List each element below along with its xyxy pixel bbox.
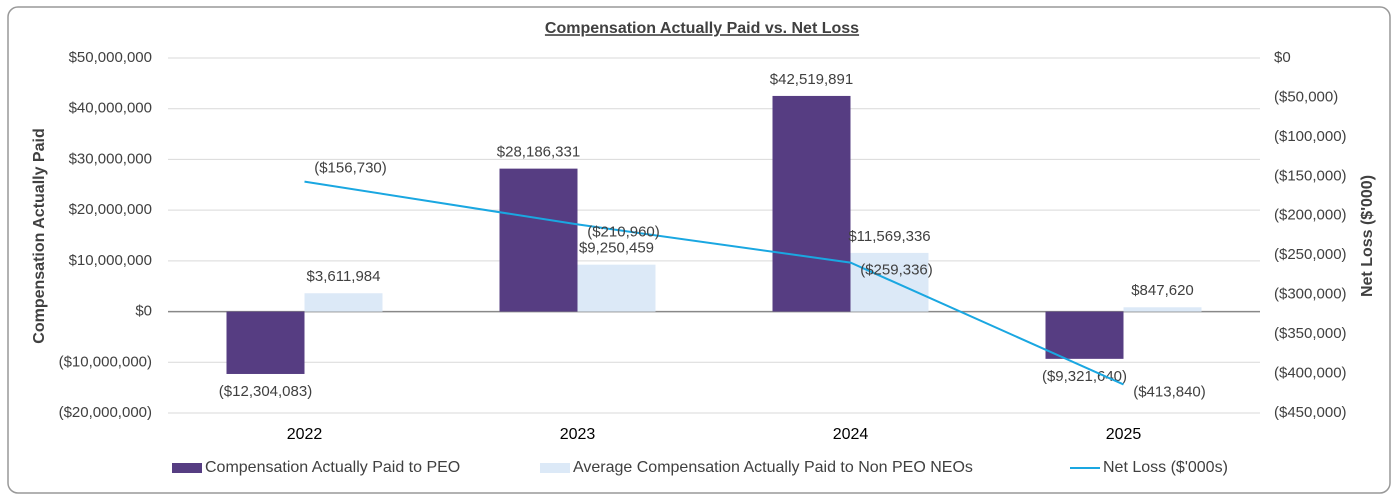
chart-title: Compensation Actually Paid vs. Net Loss [545, 20, 859, 37]
y-axis-title: Compensation Actually Paid [31, 128, 48, 343]
bar [304, 293, 383, 312]
legend-swatch [172, 463, 202, 473]
x-tick-label: 2025 [1106, 426, 1142, 443]
bar [1045, 311, 1124, 359]
y2-tick-label: ($400,000) [1274, 365, 1347, 382]
y2-tick-label: ($250,000) [1274, 246, 1347, 263]
bar-value-label: $9,250,459 [579, 240, 654, 257]
bar-value-label: $42,519,891 [770, 71, 853, 88]
legend-swatch [540, 463, 570, 473]
y2-tick-label: ($50,000) [1274, 88, 1338, 105]
line-value-label: ($210,960) [587, 223, 660, 240]
y2-tick-label: ($300,000) [1274, 286, 1347, 303]
bar-value-label: ($12,304,083) [219, 383, 312, 400]
x-tick-label: 2022 [287, 426, 323, 443]
chart-frame [7, 6, 1391, 494]
legend-label: Average Compensation Actually Paid to No… [573, 459, 973, 476]
bar [499, 168, 578, 312]
y-tick-label: $30,000,000 [69, 150, 152, 167]
y-tick-label: $20,000,000 [69, 201, 152, 218]
y-tick-label: $50,000,000 [69, 49, 152, 66]
y2-axis-title: Net Loss ($'000) [1359, 175, 1376, 297]
line-value-label: ($413,840) [1133, 383, 1206, 400]
y-tick-label: $10,000,000 [69, 252, 152, 269]
bar-value-label: $28,186,331 [497, 144, 580, 161]
line-value-label: ($156,730) [314, 160, 387, 177]
y2-tick-label: $0 [1274, 49, 1291, 66]
bar-value-label: $11,569,336 [848, 228, 930, 245]
y2-tick-label: ($100,000) [1274, 128, 1347, 145]
x-tick-label: 2024 [833, 426, 869, 443]
bar-value-label: ($9,321,640) [1042, 368, 1127, 385]
x-tick-label: 2023 [560, 426, 596, 443]
y-tick-label: ($10,000,000) [59, 353, 152, 370]
y2-tick-label: ($200,000) [1274, 207, 1347, 224]
y2-tick-label: ($150,000) [1274, 167, 1347, 184]
bar [226, 311, 305, 374]
line-value-label: ($259,336) [860, 262, 933, 279]
line-series [304, 180, 1124, 386]
y2-tick-label: ($350,000) [1274, 325, 1347, 342]
y-tick-label: $40,000,000 [69, 100, 152, 117]
y-tick-label: ($20,000,000) [59, 404, 152, 421]
bar [850, 252, 929, 312]
y-tick-label: $0 [135, 303, 152, 320]
bar-value-label: $847,620 [1131, 282, 1194, 299]
bar [577, 264, 656, 312]
bar-value-label: $3,611,984 [307, 268, 381, 285]
bar [1123, 307, 1202, 312]
legend-label: Net Loss ($'000s) [1103, 459, 1228, 476]
bar [772, 95, 851, 312]
y2-tick-label: ($450,000) [1274, 404, 1347, 421]
legend-label: Compensation Actually Paid to PEO [205, 459, 460, 476]
